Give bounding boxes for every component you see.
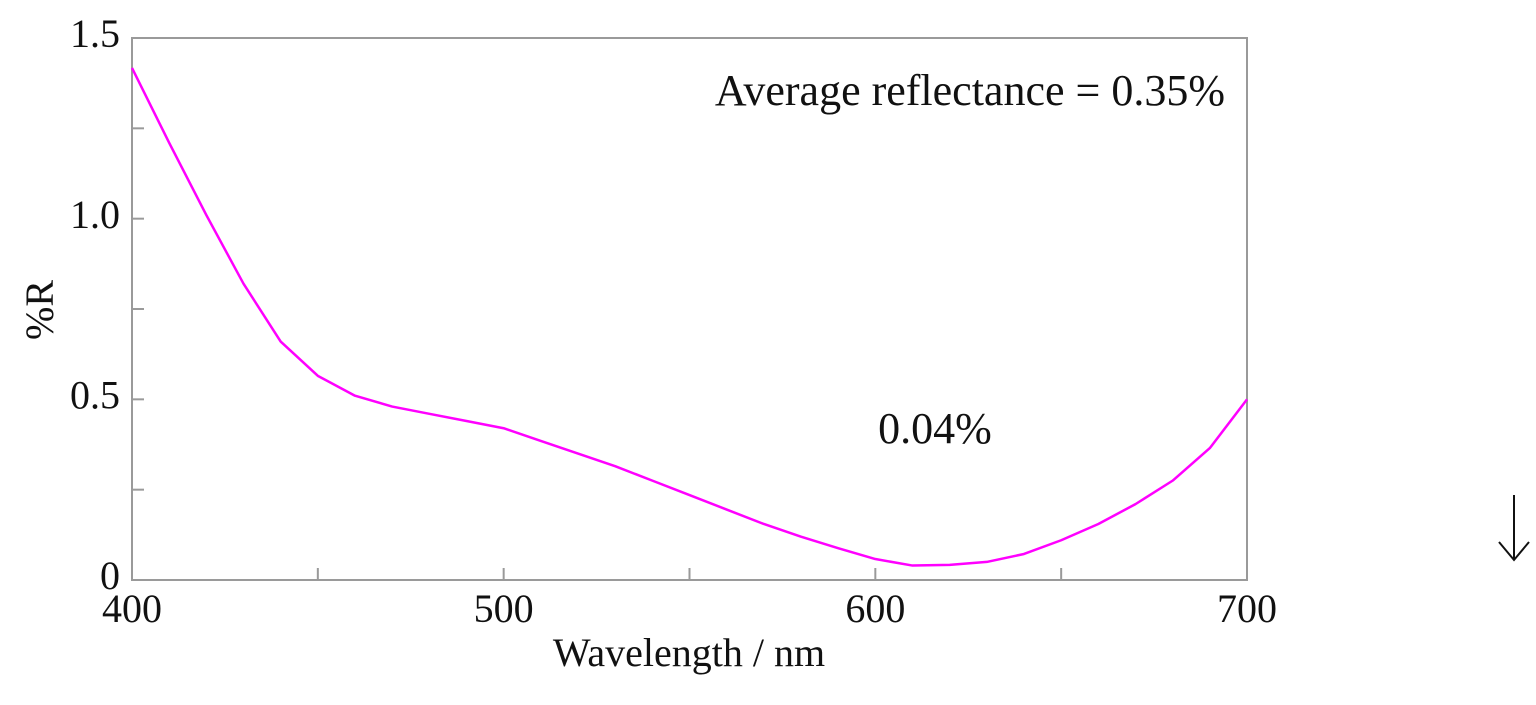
plot-frame: [131, 37, 1248, 581]
data-line: [130, 67, 1248, 567]
x-tick-label: 700: [1217, 586, 1277, 631]
x-tick-label: 600: [845, 586, 905, 631]
x-tick-label: 400: [102, 586, 162, 631]
y-tick-label: 0: [100, 553, 120, 598]
arrow-icon: [1498, 495, 1530, 562]
x-axis-label: Wavelength / nm: [553, 630, 825, 675]
x-tick-label: 500: [474, 586, 534, 631]
annotation: 0.04%: [878, 404, 992, 453]
y-tick-label: 1.0: [70, 192, 120, 237]
y-axis-label: %R: [17, 280, 62, 340]
y-tick-label: 0.5: [70, 373, 120, 418]
y-tick-label: 1.5: [70, 11, 120, 56]
annotation: Average reflectance = 0.35%: [715, 66, 1225, 115]
